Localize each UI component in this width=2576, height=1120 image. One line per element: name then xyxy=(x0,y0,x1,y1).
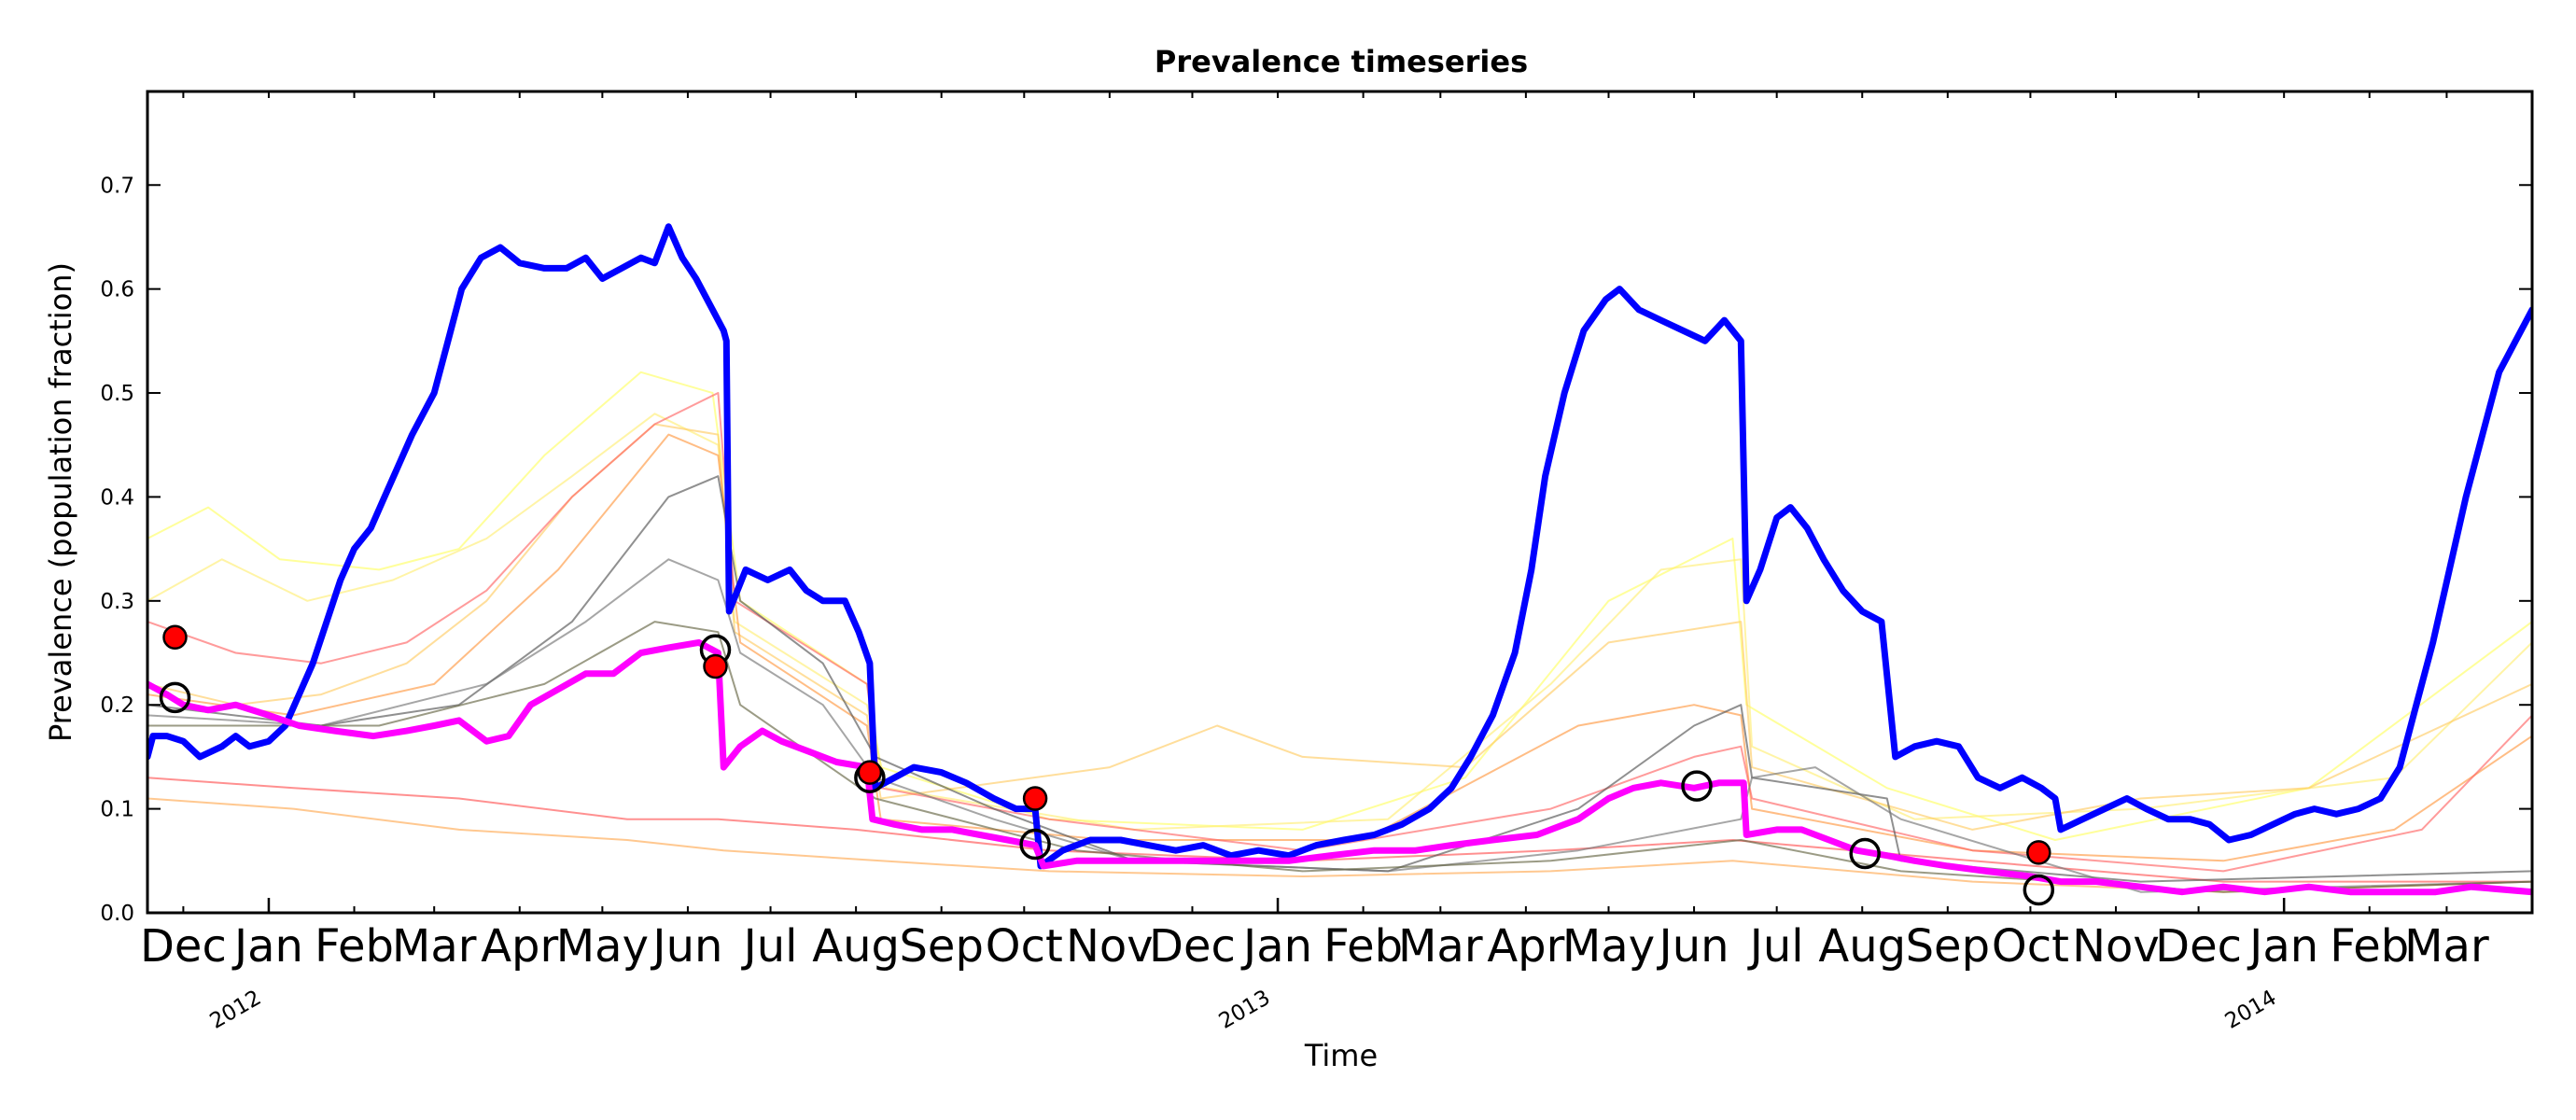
xtick-label: Jul xyxy=(741,920,798,973)
ytick-label: 0.5 xyxy=(100,382,134,406)
ytick-label: 0.6 xyxy=(100,278,134,302)
ytick-label: 0.7 xyxy=(100,174,134,198)
xtick-label: Jan xyxy=(2247,920,2318,973)
xtick-label: Dec xyxy=(2155,920,2242,973)
xtick-label: Feb xyxy=(2330,920,2409,973)
chart-title: Prevalence timeseries xyxy=(1155,44,1528,79)
xtick-label: Aug xyxy=(1818,920,1906,973)
ensemble-line-6 xyxy=(147,797,2532,893)
x-axis-label: Time xyxy=(1304,1038,1378,1073)
plot-frame xyxy=(146,90,2534,915)
ytick-label: 0.0 xyxy=(100,902,134,926)
open-marker-8 xyxy=(1681,770,1713,802)
xtick-label: Feb xyxy=(315,920,394,973)
xtick-label: Apr xyxy=(1487,920,1564,973)
xtick-label: Mar xyxy=(1398,920,1483,973)
xtick-label: Dec xyxy=(1149,920,1236,973)
xtick-label: Apr xyxy=(481,920,558,973)
filled-marker-6 xyxy=(1022,786,1048,811)
xtick-label: May xyxy=(1562,920,1655,973)
xtick-label: Sep xyxy=(899,920,983,973)
xtick-label: Mar xyxy=(392,920,477,973)
xtick-label: Sep xyxy=(1906,920,1990,973)
xtick-label: Jun xyxy=(650,920,722,973)
xtick-label: Mar xyxy=(2404,920,2489,973)
ensemble-line-8 xyxy=(147,558,2532,893)
filled-marker-10 xyxy=(2026,840,2051,865)
ytick-label: 0.3 xyxy=(100,590,134,614)
xtick-label: May xyxy=(556,920,649,973)
xtick-label: Nov xyxy=(2072,920,2160,973)
xtick-label: Jan xyxy=(231,920,303,973)
filled-marker-3 xyxy=(703,653,728,679)
ytick-label: 0.2 xyxy=(100,693,134,718)
ensemble-line-2 xyxy=(147,423,2532,831)
xtick-label: Dec xyxy=(140,920,227,973)
ytick-label: 0.4 xyxy=(100,485,134,510)
open-marker-1 xyxy=(159,681,191,714)
xtick-label: Jul xyxy=(1747,920,1804,973)
main-series-line-1 xyxy=(147,638,2532,896)
main-lines xyxy=(147,223,2532,896)
open-marker-7 xyxy=(1019,828,1051,861)
y-axis-label: Prevalence (population fraction) xyxy=(43,262,78,742)
y-axis: 0.0 0.1 0.2 0.3 0.4 0.5 0.6 0.7 xyxy=(100,174,2532,926)
filled-marker-0 xyxy=(162,624,188,651)
ytick-label: 0.1 xyxy=(100,798,134,822)
main-series-line-0 xyxy=(147,223,2532,870)
xtick-label: Oct xyxy=(1992,920,2069,973)
xtick-label: Aug xyxy=(812,920,900,973)
ensemble-line-7 xyxy=(147,475,2532,883)
xtick-label: Oct xyxy=(986,920,1063,973)
observation-markers xyxy=(159,624,2055,906)
xtick-label: Feb xyxy=(1323,920,1403,973)
open-marker-11 xyxy=(2023,874,2055,906)
xtick-label: Jan xyxy=(1240,920,1312,973)
open-marker-9 xyxy=(1849,837,1881,870)
xtick-label: Jun xyxy=(1657,920,1729,973)
xtick-label: Nov xyxy=(1066,920,1154,973)
filled-marker-5 xyxy=(857,760,883,785)
